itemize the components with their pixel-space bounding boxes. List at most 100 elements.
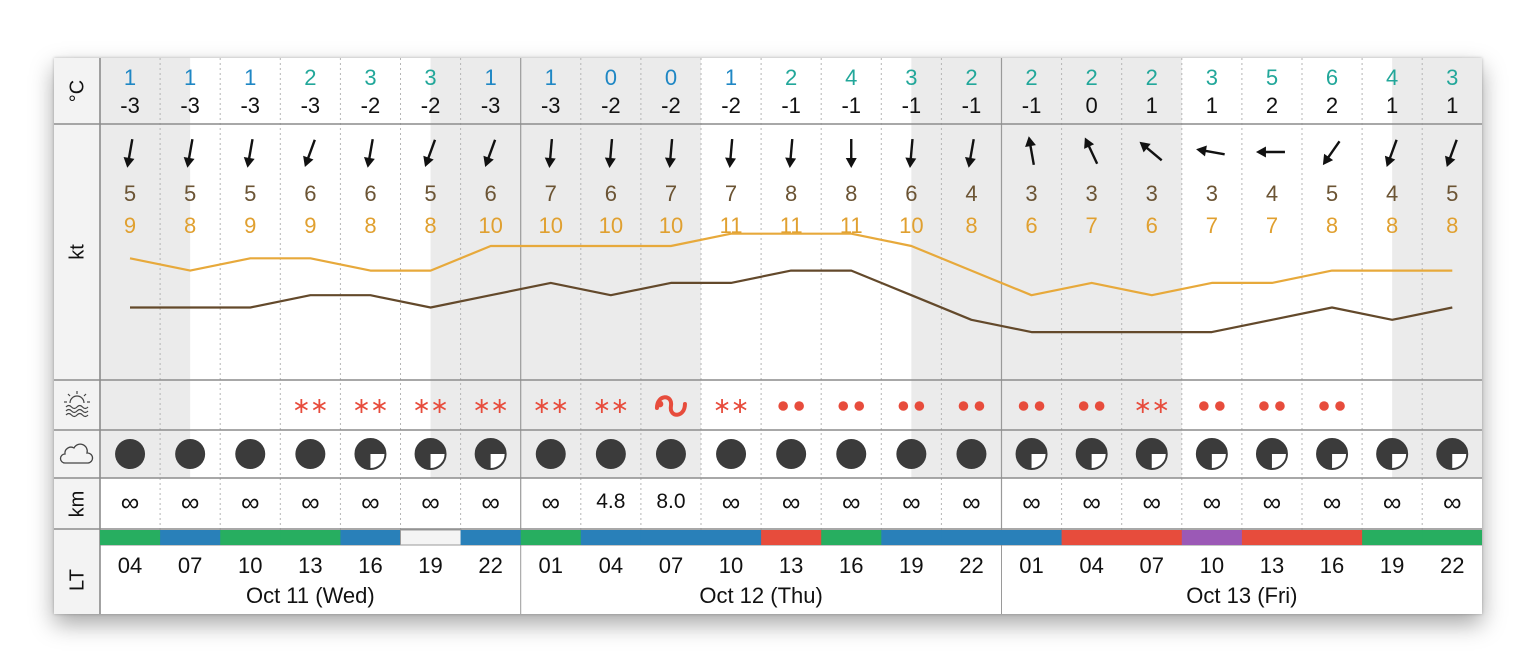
dew-point-value: 1 (124, 65, 136, 90)
hour-label: 07 (1140, 553, 1164, 578)
temperature-value: -1 (841, 93, 861, 118)
condition-band (460, 530, 522, 545)
gust-value: 10 (899, 213, 923, 238)
temperature-value: -3 (481, 93, 501, 118)
visibility-value: ∞ (1323, 487, 1342, 517)
snow-icon (553, 399, 567, 413)
wind-arrow-icon (183, 138, 195, 168)
cloud-cover-icon (1135, 438, 1168, 470)
dew-point-value: 1 (725, 65, 737, 90)
condition-band (761, 530, 822, 545)
cloud-cover-icon (354, 438, 387, 470)
condition-band (1181, 530, 1243, 545)
snow-icon (312, 399, 326, 413)
dew-point-value: 0 (665, 65, 677, 90)
visibility-value: 8.0 (656, 490, 685, 513)
wind-speed-value: 6 (905, 181, 917, 206)
wind-arrow-icon (905, 138, 917, 168)
gust-value: 8 (184, 213, 196, 238)
cloud-cover-icon (175, 439, 206, 469)
wind-speed-value: 6 (485, 181, 497, 206)
gust-value: 8 (1326, 213, 1338, 238)
wind-arrow-icon (725, 138, 737, 168)
hour-label: 10 (238, 553, 262, 578)
condition-band (160, 530, 221, 545)
wind-speed-value: 3 (1206, 181, 1218, 206)
rain-icon (914, 401, 925, 411)
hour-label: 16 (839, 553, 863, 578)
dew-point-value: 4 (1386, 65, 1398, 90)
wind-speed-value: 3 (1025, 181, 1037, 206)
hour-label: 16 (358, 553, 382, 578)
visibility-value: ∞ (1383, 487, 1402, 517)
gust-value: 7 (1266, 213, 1278, 238)
wind-speed-value: 7 (725, 181, 737, 206)
rain-icon (838, 401, 849, 411)
condition-band (1241, 530, 1303, 545)
wind-speed-value: 5 (1446, 181, 1458, 206)
condition-band (280, 530, 341, 545)
cloud-cover-icon (595, 439, 626, 469)
temperature-value: -3 (541, 93, 561, 118)
night-shade (911, 58, 1182, 478)
dew-point-value: 2 (1086, 65, 1098, 90)
wind-speed-value: 6 (364, 181, 376, 206)
hour-label: 13 (779, 553, 803, 578)
rain-icon (1094, 401, 1105, 411)
dew-point-value: 2 (785, 65, 797, 90)
wind-arrow-icon (1025, 136, 1036, 166)
visibility-value: ∞ (722, 487, 741, 517)
dew-point-value: 4 (845, 65, 857, 90)
snow-icon (595, 399, 609, 413)
temperature-value: -2 (361, 93, 381, 118)
cloud-cover-icon (295, 439, 326, 469)
temperature-value: -3 (240, 93, 260, 118)
hour-label: 10 (719, 553, 743, 578)
temperature-value: 2 (1266, 93, 1278, 118)
wind-arrow-icon (123, 138, 135, 168)
wind-unit-label: kt (66, 244, 88, 260)
condition-band (220, 530, 281, 545)
wind-arrow-icon (785, 138, 797, 168)
visibility-value: ∞ (541, 487, 560, 517)
dew-point-value: 3 (364, 65, 376, 90)
mixed-precip-icon (654, 395, 687, 417)
wind-speed-value: 6 (605, 181, 617, 206)
condition-band (580, 530, 642, 545)
dew-point-value: 3 (905, 65, 917, 90)
dew-point-value: 2 (965, 65, 977, 90)
vis-unit-label: km (66, 491, 88, 518)
hour-label: 10 (1200, 553, 1224, 578)
wind-speed-value: 3 (1086, 181, 1098, 206)
condition-band (1121, 530, 1183, 545)
condition-band (1362, 530, 1423, 545)
hour-label: 22 (1440, 553, 1464, 578)
cloud-cover-icon (1015, 438, 1048, 470)
cloud-cover-icon (896, 439, 927, 469)
gust-value: 9 (304, 213, 316, 238)
temperature-value: -3 (180, 93, 200, 118)
wind-arrow-icon (544, 138, 556, 168)
hour-label: 04 (1079, 553, 1103, 578)
wind-arrow-icon (1384, 139, 1398, 168)
gust-value: 8 (424, 213, 436, 238)
wind-speed-value: 8 (845, 181, 857, 206)
visibility-value: ∞ (481, 487, 500, 517)
condition-band (881, 530, 942, 545)
wind-speed-value: 4 (1386, 181, 1398, 206)
rain-icon (1018, 401, 1029, 411)
rain-icon (854, 401, 865, 411)
visibility-value: ∞ (902, 487, 921, 517)
gust-value: 10 (659, 213, 683, 238)
condition-band (100, 530, 161, 545)
temperature-value: 1 (1206, 93, 1218, 118)
dew-point-value: 0 (605, 65, 617, 90)
rain-icon (1034, 401, 1045, 411)
cloud-cover-icon (956, 439, 987, 469)
hour-label: 19 (899, 553, 923, 578)
condition-band (1422, 530, 1482, 545)
visibility-value: ∞ (121, 487, 140, 517)
wind-speed-value: 5 (124, 181, 136, 206)
gust-value: 8 (965, 213, 977, 238)
temperature-value: 1 (1386, 93, 1398, 118)
